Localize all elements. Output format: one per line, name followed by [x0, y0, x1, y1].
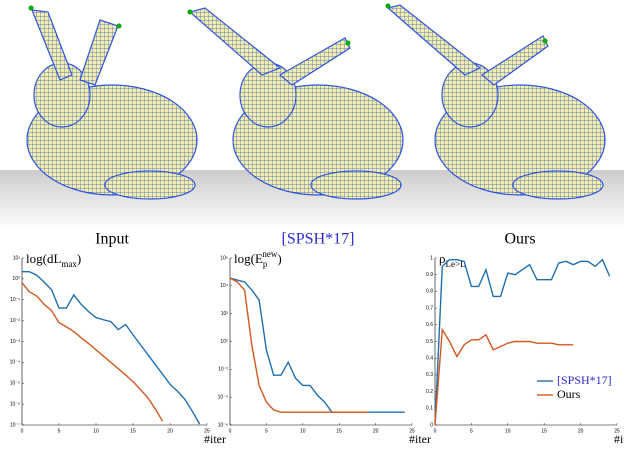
title-part: ρ — [439, 251, 446, 266]
bunny-input — [26, 9, 198, 200]
title-part: L — [446, 259, 452, 269]
y-tick-label: 10⁻⁶ — [10, 401, 20, 407]
x-tick-label: 20 — [578, 428, 584, 434]
legend-box — [533, 371, 613, 405]
x-tick-label: 25 — [409, 428, 415, 434]
title-part: ) — [277, 251, 281, 266]
y-tick-label: 10⁴ — [220, 283, 228, 289]
series-line — [229, 277, 369, 413]
y-tick-label: 10⁻⁵ — [10, 381, 20, 387]
y-tick-label: 10⁻⁴ — [218, 394, 228, 400]
handle — [385, 3, 391, 9]
legend-label: [SPSH*17] — [557, 373, 612, 387]
title-part: log(dL — [26, 251, 61, 266]
y-tick-label: 0.5 — [426, 339, 433, 345]
panel-label: Input — [95, 231, 129, 248]
x-tick-label: 10 — [505, 428, 511, 434]
title-part: new — [262, 249, 277, 259]
y-tick-label: 10¹ — [13, 255, 21, 261]
x-tick-label: 0 — [434, 428, 437, 434]
x-tick-label: 10 — [300, 428, 306, 434]
x-tick-label: 0 — [229, 428, 232, 434]
x-tick-label: 20 — [167, 428, 173, 434]
y-tick-label: 0.2 — [426, 389, 433, 395]
y-tick-label: 10⁰ — [220, 339, 228, 345]
handle — [542, 38, 548, 44]
title-part: >L — [455, 259, 466, 269]
x-axis-label: #iter — [204, 432, 226, 446]
series-line — [21, 282, 164, 422]
chart-title: log(Epnew) — [234, 249, 282, 269]
y-tick-label: 0.4 — [426, 356, 433, 362]
title-part: ) — [77, 251, 81, 266]
x-tick-label: 5 — [58, 428, 61, 434]
x-axis-label: #iter — [614, 432, 624, 446]
x-tick-label: 15 — [541, 428, 547, 434]
x-axis-label: #iter — [409, 432, 431, 446]
x-tick-label: 5 — [265, 428, 268, 434]
y-tick-label: 10⁻⁴ — [10, 360, 20, 366]
y-tick-label: 0.9 — [426, 272, 433, 278]
bunny-ours — [386, 4, 606, 200]
title-part: max — [61, 259, 77, 269]
handle — [28, 5, 34, 11]
y-tick-label: 0.6 — [426, 322, 433, 328]
y-tick-label: 10⁻¹ — [10, 297, 20, 303]
handle — [116, 23, 122, 29]
y-tick-label: 0.8 — [426, 289, 433, 295]
y-tick-label: 0.1 — [426, 406, 433, 412]
series-line — [229, 277, 405, 413]
y-tick-label: 1 — [430, 255, 433, 261]
x-tick-label: 10 — [93, 428, 99, 434]
series-line — [434, 258, 611, 426]
title-part: e — [451, 259, 455, 269]
chart-title: ρLe>L — [439, 251, 466, 269]
x-tick-label: 15 — [336, 428, 342, 434]
y-tick-label: 10⁻³ — [10, 339, 20, 345]
x-tick-label: 0 — [21, 428, 24, 434]
y-tick-label: 10⁻⁶ — [218, 422, 228, 428]
x-tick-label: 15 — [130, 428, 136, 434]
legend-label: Ours — [557, 387, 581, 401]
chart-title: log(dLmax) — [26, 251, 81, 269]
y-tick-label: 10⁻² — [218, 367, 228, 373]
y-tick-label: 10⁰ — [12, 276, 20, 282]
y-tick-label: 10⁶ — [220, 255, 228, 261]
bunny-spsh — [188, 7, 404, 200]
series-line — [22, 271, 201, 425]
x-tick-label: 5 — [470, 428, 473, 434]
y-tick-label: 0 — [430, 422, 433, 428]
x-tick-label: 20 — [373, 428, 379, 434]
series-line — [434, 327, 574, 426]
y-tick-label: 10⁻² — [10, 318, 20, 324]
y-tick-label: 0.3 — [426, 372, 433, 378]
panel-label: Ours — [504, 231, 535, 248]
panel-label: [SPSH*17] — [282, 231, 355, 248]
y-tick-label: 0.7 — [426, 305, 433, 311]
x-tick-label: 25 — [614, 428, 620, 434]
handle — [187, 9, 193, 15]
x-tick-label: 25 — [204, 428, 210, 434]
handle — [345, 40, 351, 46]
title-part: p — [263, 259, 268, 269]
y-tick-label: 10² — [221, 311, 229, 317]
title-part: log(E — [234, 251, 263, 266]
y-tick-label: 10⁻⁷ — [10, 422, 20, 428]
